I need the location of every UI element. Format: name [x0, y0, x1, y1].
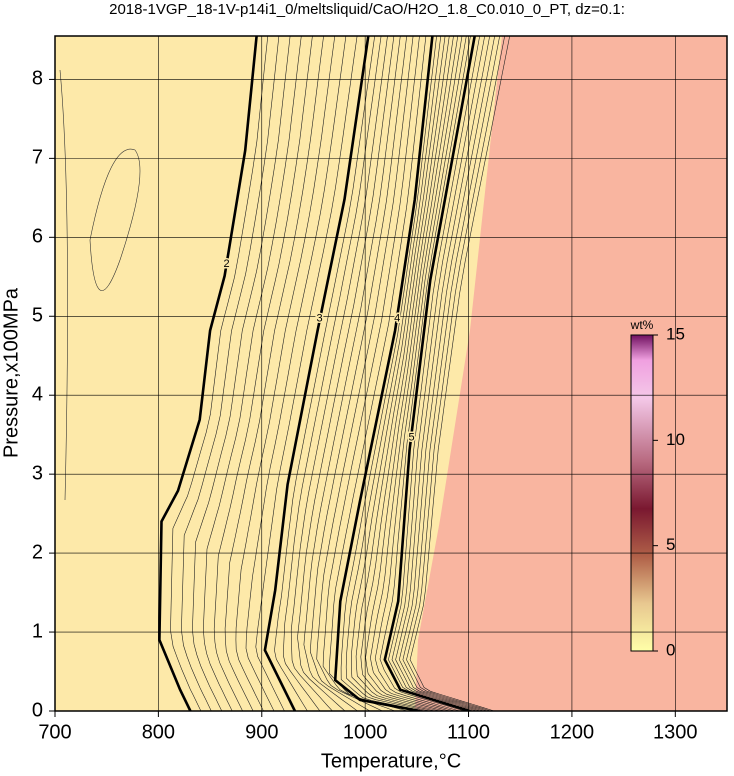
y-tick-label: 4: [32, 383, 43, 405]
thin-contour: [402, 36, 500, 711]
thin-contour: [388, 36, 480, 711]
thin-contour: [355, 36, 450, 711]
thin-contour: [303, 36, 401, 711]
contour-label: 4: [394, 312, 400, 324]
thin-contour: [406, 36, 505, 711]
thin-contour: [202, 36, 302, 711]
colorbar-label: wt%: [630, 318, 654, 332]
colorbar-tick-label: 0: [666, 640, 675, 659]
contour-line: [333, 36, 434, 711]
thin-contour: [255, 36, 358, 711]
x-tick-label: 1200: [550, 721, 595, 743]
thin-contour: [245, 36, 347, 711]
y-tick-label: 1: [32, 620, 43, 642]
thin-contour: [398, 36, 495, 711]
y-tick-label: 0: [32, 699, 43, 721]
contour-line: [158, 36, 258, 711]
thin-contour: [379, 36, 471, 711]
thin-contour: [322, 36, 420, 711]
x-tick-label: 900: [245, 721, 278, 743]
x-tick-label: 700: [38, 721, 71, 743]
thin-contour: [224, 36, 324, 711]
y-tick-label: 5: [32, 305, 43, 327]
contour-line: [263, 36, 370, 711]
y-tick-label: 3: [32, 462, 43, 484]
thin-contour: [274, 36, 375, 711]
plot-frame: [54, 35, 728, 712]
x-axis-label: Temperature,°C: [321, 750, 461, 772]
thin-contour: [192, 36, 291, 711]
thin-contour: [340, 36, 437, 711]
colorbar-tick-label: 10: [666, 430, 685, 449]
y-tick-label: 6: [32, 226, 43, 248]
x-tick-label: 1100: [447, 721, 490, 743]
thin-contour: [316, 36, 414, 711]
thin-contour: [329, 36, 427, 711]
thin-contour: [170, 36, 269, 711]
thin-contour: [391, 36, 485, 711]
y-tick-label: 7: [32, 147, 43, 169]
colorbar-tick-label: 5: [666, 535, 675, 554]
thin-contour: [290, 36, 388, 711]
contour-label: 2: [223, 258, 229, 270]
thin-contour: [59, 69, 141, 501]
thin-contour: [309, 36, 407, 711]
y-axis-label: Pressure,x100MPa: [0, 287, 22, 458]
colorbar-tick-label: 15: [666, 324, 685, 343]
thin-contour: [181, 36, 280, 711]
thin-contour: [370, 36, 463, 711]
x-tick-label: 1300: [653, 721, 698, 743]
y-tick-label: 8: [32, 68, 43, 90]
contour-label: 5: [409, 432, 415, 444]
chart-title: 2018-1VGP_18-1V-p14i1_0/meltsliquid/CaO/…: [109, 1, 625, 18]
x-tick-label: 800: [142, 721, 175, 743]
x-tick-label: 1000: [343, 721, 388, 743]
thin-contour: [395, 36, 490, 711]
background-low: [55, 36, 502, 711]
thin-contour: [365, 36, 459, 711]
thin-contour: [213, 36, 313, 711]
thin-contour: [374, 36, 467, 711]
thin-contour: [409, 36, 510, 711]
colorbar: [630, 334, 654, 652]
y-tick-label: 2: [32, 541, 43, 563]
thin-contour: [360, 36, 454, 711]
thin-contour: [297, 36, 395, 711]
thin-contour: [282, 36, 382, 711]
contour-line: [383, 36, 476, 711]
contour-label: 3: [317, 312, 323, 324]
thin-contour: [351, 36, 446, 711]
plot-area: [55, 36, 727, 711]
